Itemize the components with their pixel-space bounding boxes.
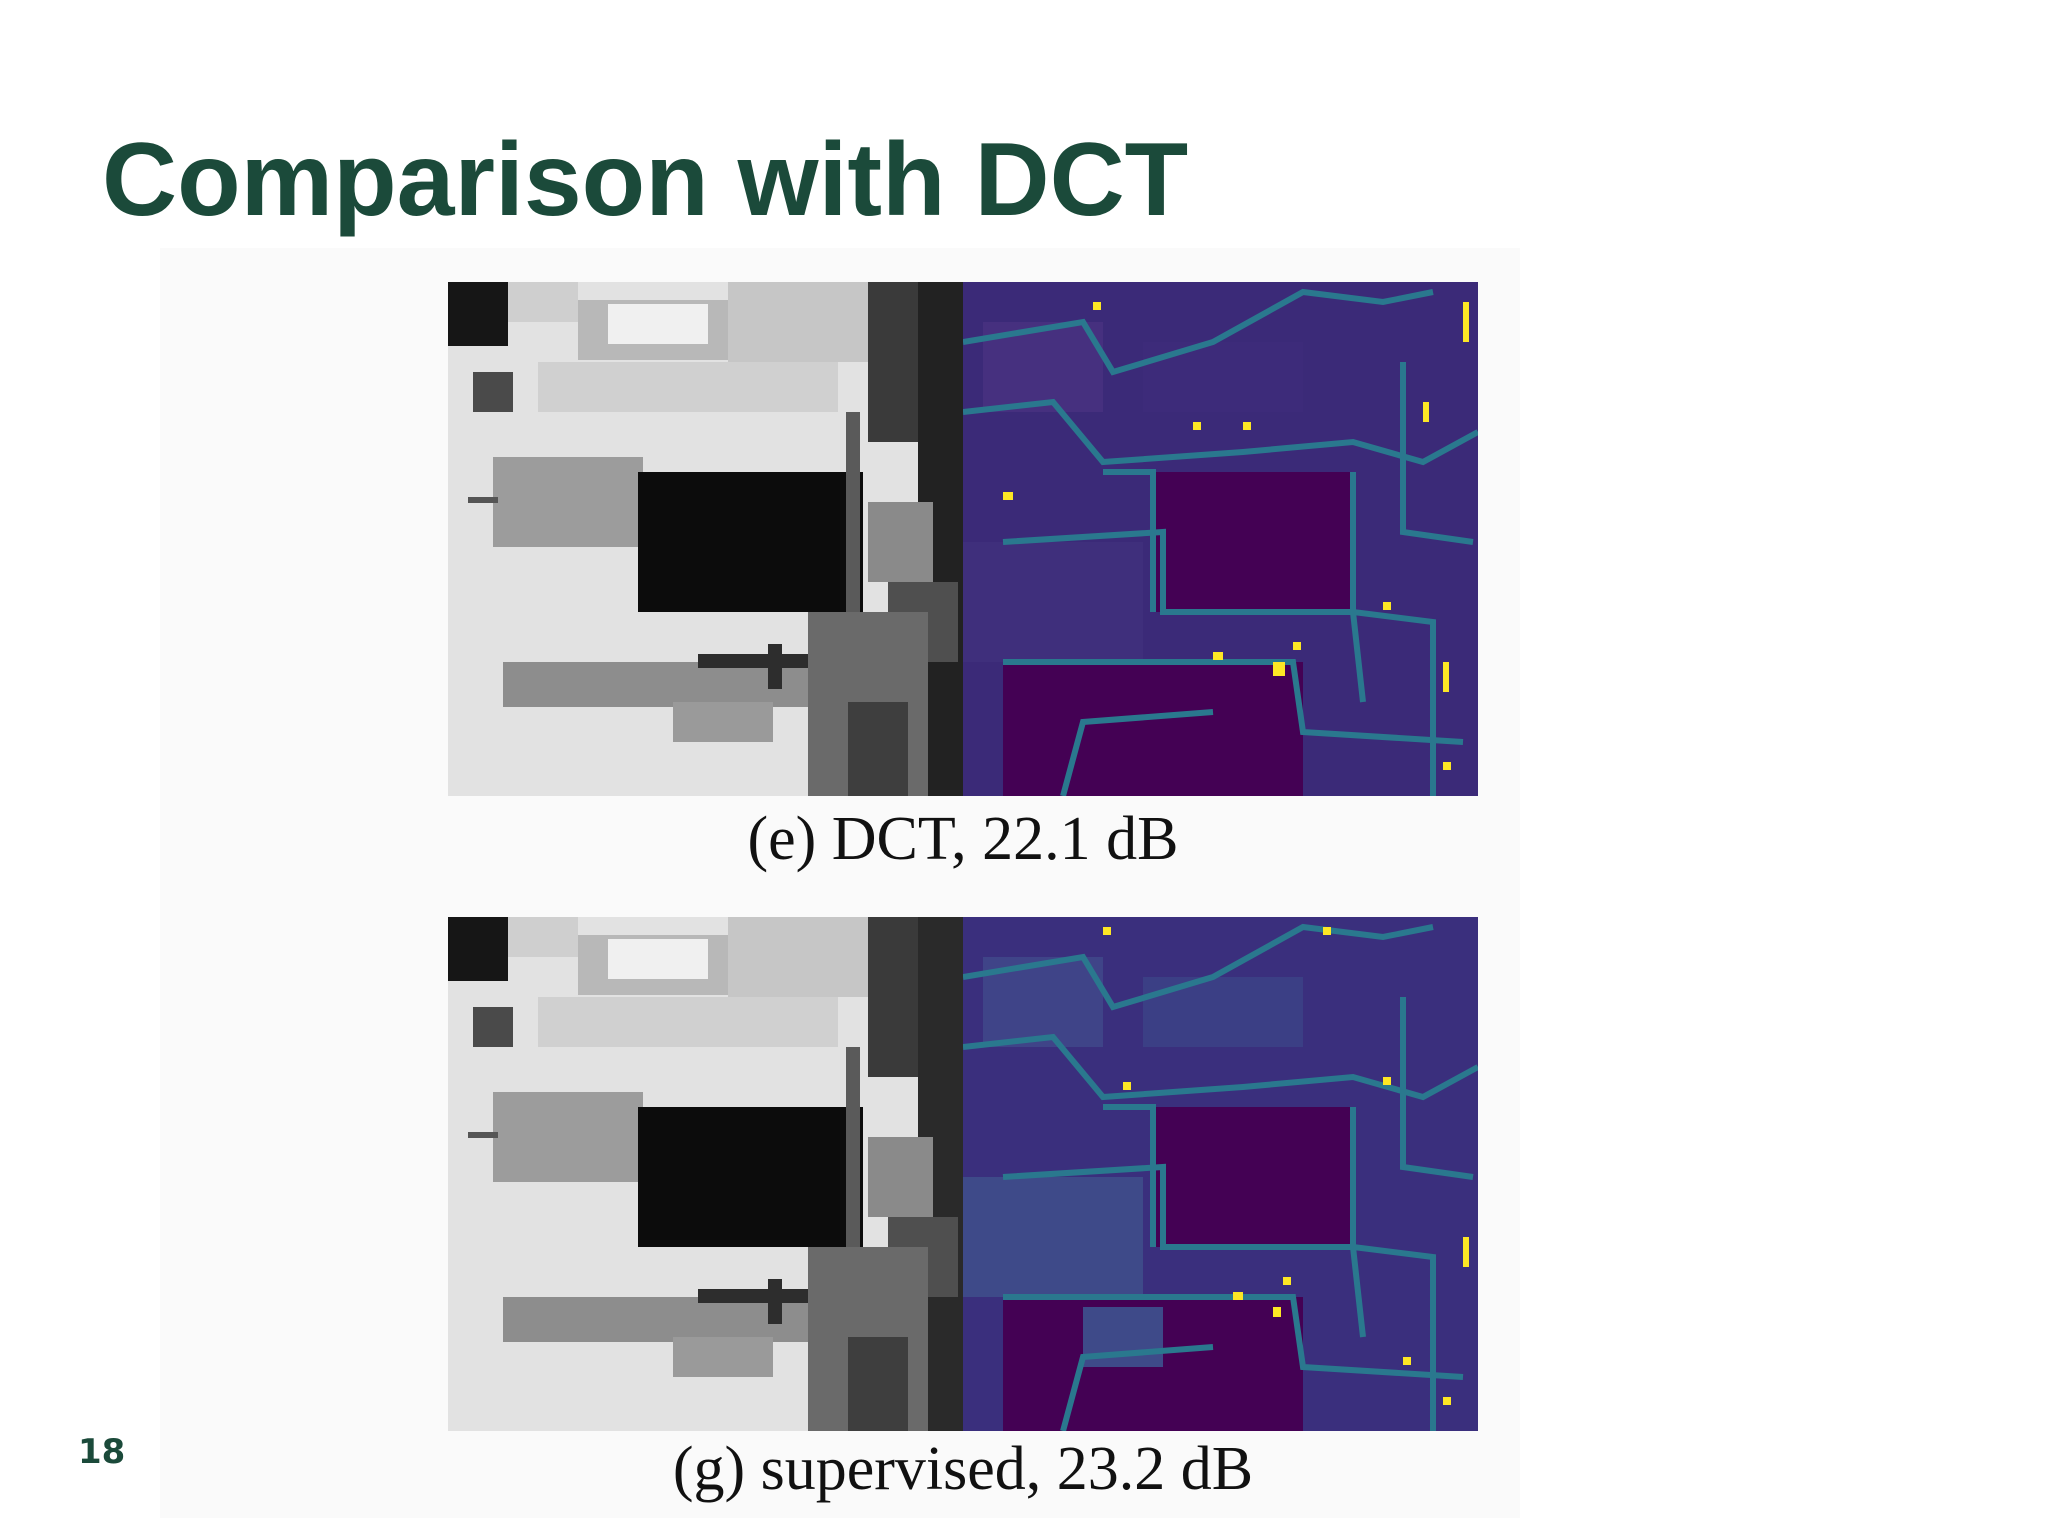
supervised-caption: (g) supervised, 23.2 dB [672, 1435, 1254, 1503]
figure-supervised: (g) supervised, 23.2 dB [448, 917, 1478, 1503]
dct-error-heatmap [963, 282, 1478, 796]
supervised-reconstruction-image [448, 917, 963, 1431]
image-pair-dct [448, 282, 1478, 796]
image-pair-supervised [448, 917, 1478, 1431]
supervised-error-heatmap [963, 917, 1478, 1431]
dct-reconstruction-image [448, 282, 963, 796]
slide-title: Comparison with DCT [102, 122, 1189, 238]
page-number: 18 [78, 1432, 126, 1472]
dct-caption: (e) DCT, 22.1 dB [747, 805, 1179, 873]
figure-dct: (e) DCT, 22.1 dB [448, 282, 1478, 873]
